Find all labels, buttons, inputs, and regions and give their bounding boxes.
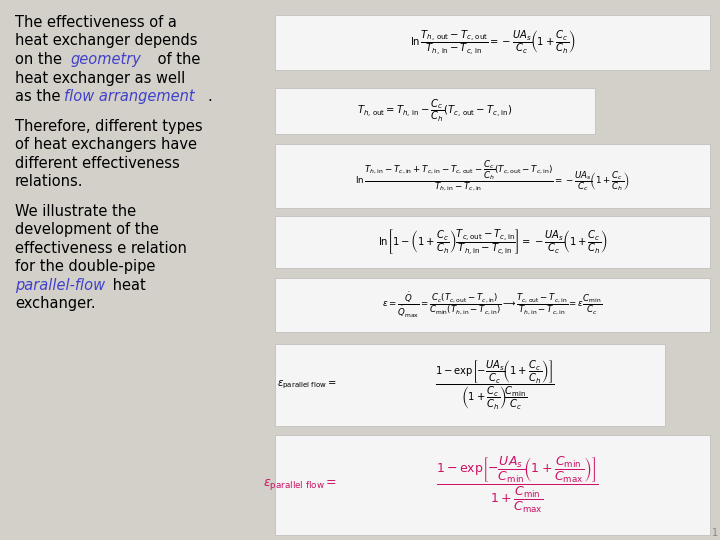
Text: $\ln \dfrac{T_{h,\mathrm{in}} - T_{c,\mathrm{in}} + T_{c,\mathrm{in}} - T_{c,\ma: $\ln \dfrac{T_{h,\mathrm{in}} - T_{c,\ma…	[356, 159, 630, 193]
Text: The effectiveness of a: The effectiveness of a	[15, 15, 177, 30]
Text: flow arrangement: flow arrangement	[64, 89, 194, 104]
Text: $\dfrac{1 - \exp\!\left[-\dfrac{UA_s}{C_c}\!\left(1 + \dfrac{C_c}{C_h}\right)\ri: $\dfrac{1 - \exp\!\left[-\dfrac{UA_s}{C_…	[435, 359, 555, 411]
Text: $\ln\!\left[1 - \left(1 + \dfrac{C_c}{C_h}\right)\dfrac{T_{c,\mathrm{out}} - T_{: $\ln\!\left[1 - \left(1 + \dfrac{C_c}{C_…	[377, 227, 608, 257]
Text: $\dfrac{1 - \exp\!\left[-\dfrac{UA_s}{C_{\min}}\!\left(1 + \dfrac{C_{\min}}{C_{\: $\dfrac{1 - \exp\!\left[-\dfrac{UA_s}{C_…	[436, 455, 599, 515]
Text: different effectiveness: different effectiveness	[15, 156, 180, 171]
FancyBboxPatch shape	[275, 15, 710, 70]
Text: of the: of the	[153, 52, 200, 67]
FancyBboxPatch shape	[275, 435, 710, 535]
Text: Therefore, different types: Therefore, different types	[15, 119, 202, 133]
Text: heat: heat	[108, 278, 145, 293]
Text: $\varepsilon_{\mathrm{parallel\ flow}} = $: $\varepsilon_{\mathrm{parallel\ flow}} =…	[277, 379, 337, 391]
Text: geometry: geometry	[71, 52, 142, 67]
FancyBboxPatch shape	[275, 88, 595, 134]
Text: heat exchanger depends: heat exchanger depends	[15, 33, 197, 49]
Text: as the: as the	[15, 89, 65, 104]
FancyBboxPatch shape	[275, 216, 710, 268]
Text: relations.: relations.	[15, 174, 84, 189]
Text: $\ln \dfrac{T_{h,\,\mathrm{out}} - T_{c,\,\mathrm{out}}}{T_{h,\,\mathrm{in}} - T: $\ln \dfrac{T_{h,\,\mathrm{out}} - T_{c,…	[410, 28, 575, 57]
Text: heat exchanger as well: heat exchanger as well	[15, 71, 185, 85]
Text: effectiveness e relation: effectiveness e relation	[15, 241, 187, 256]
Text: for the double-pipe: for the double-pipe	[15, 259, 156, 274]
Text: $\varepsilon = \dfrac{\dot{Q}}{\dot{Q}_{\max}} = \dfrac{C_c(T_{c,\mathrm{out}} -: $\varepsilon = \dfrac{\dot{Q}}{\dot{Q}_{…	[382, 291, 603, 320]
Text: We illustrate the: We illustrate the	[15, 204, 136, 219]
Text: $\varepsilon_{\mathrm{parallel\ flow}} = $: $\varepsilon_{\mathrm{parallel\ flow}} =…	[263, 477, 337, 492]
Text: $T_{h,\,\mathrm{out}} = T_{h,\,\mathrm{in}} - \dfrac{C_c}{C_h}(T_{c,\,\mathrm{ou: $T_{h,\,\mathrm{out}} = T_{h,\,\mathrm{i…	[357, 98, 513, 124]
Text: of heat exchangers have: of heat exchangers have	[15, 137, 197, 152]
Text: parallel-flow: parallel-flow	[15, 278, 105, 293]
Text: exchanger.: exchanger.	[15, 296, 96, 311]
Text: 1: 1	[712, 528, 718, 538]
Text: development of the: development of the	[15, 222, 159, 237]
Text: .: .	[207, 89, 212, 104]
Text: on the: on the	[15, 52, 67, 67]
FancyBboxPatch shape	[275, 344, 665, 426]
FancyBboxPatch shape	[275, 144, 710, 208]
FancyBboxPatch shape	[275, 278, 710, 332]
